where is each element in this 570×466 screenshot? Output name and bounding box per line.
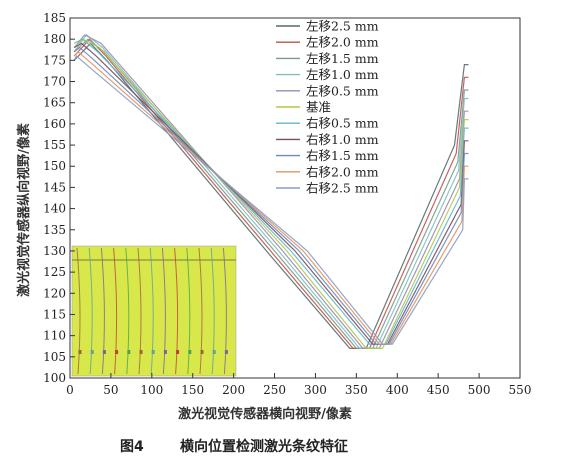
x-axis: 0 50 100 150 200 250 300 350 400 450 500 550 (66, 373, 531, 397)
legend-label: 左移1.0 mm (306, 67, 379, 82)
inset-marker (200, 350, 204, 354)
series-line (73, 55, 469, 345)
inset-marker (163, 350, 167, 354)
inset-marker (127, 350, 131, 354)
inset-marker (90, 350, 94, 354)
y-axis: 100 105 110 115 120 125 130 135 140 145 150 155 160 1… (43, 11, 75, 385)
y-tick-label: 160 (43, 117, 66, 131)
y-axis-title: 激光视觉传感器纵向视野/像素 (16, 123, 32, 297)
x-tick-label: 400 (386, 383, 409, 397)
inset-marker (212, 350, 216, 354)
x-tick-label: 50 (103, 383, 118, 397)
legend-label: 基准 (306, 100, 331, 115)
x-axis-title: 激光视觉传感器横向视野/像素 (178, 406, 352, 422)
series-line (73, 42, 469, 345)
inset-stripe (210, 247, 215, 375)
y-tick-label: 135 (43, 223, 66, 237)
inset-marker (78, 350, 82, 354)
figure-caption-label: 图4 (120, 439, 144, 455)
y-tick-label: 140 (43, 202, 66, 216)
inset-stripe (222, 247, 227, 375)
x-tick-label: 550 (509, 383, 532, 397)
y-tick-label: 100 (43, 371, 66, 385)
inset-stripe (113, 247, 118, 375)
y-tick-label: 105 (43, 350, 66, 364)
inset-marker (224, 350, 228, 354)
inset-stripe (149, 247, 154, 375)
inset-stripe (161, 247, 166, 375)
x-tick-label: 0 (66, 383, 74, 397)
inset-stripe (125, 247, 130, 375)
inset-marker (188, 350, 192, 354)
inset-marker (139, 350, 143, 354)
inset-stripe (137, 247, 142, 375)
series-layer (73, 34, 469, 349)
legend-label: 左移1.5 mm (306, 51, 379, 66)
y-tick-label: 150 (43, 159, 66, 173)
legend-label: 右移0.5 mm (306, 116, 379, 131)
legend-label: 左移2.5 mm (306, 19, 379, 34)
inset-marker (115, 350, 119, 354)
x-tick-label: 350 (345, 383, 368, 397)
inset-marker (176, 350, 180, 354)
y-tick-label: 180 (43, 32, 66, 46)
inset-stripe (198, 247, 203, 375)
y-tick-label: 120 (43, 286, 66, 300)
series-line (73, 46, 469, 345)
y-tick-label: 110 (43, 329, 66, 343)
x-tick-label: 300 (304, 383, 327, 397)
legend-label: 左移0.5 mm (306, 83, 379, 98)
series-line (73, 38, 469, 345)
inset-stripe (174, 247, 179, 375)
legend-label: 右移1.0 mm (306, 132, 379, 147)
y-tick-label: 145 (43, 180, 66, 194)
y-tick-label: 130 (43, 244, 66, 258)
series-line (73, 34, 469, 349)
y-tick-label: 125 (43, 265, 66, 279)
figure-caption-text: 横向位置检测激光条纹特征 (180, 438, 348, 455)
series-line (73, 38, 469, 349)
x-tick-label: 200 (222, 383, 245, 397)
inset-background (71, 245, 237, 377)
inset-laser-image (71, 245, 237, 377)
inset-stripe (88, 247, 93, 375)
x-tick-label: 450 (427, 383, 450, 397)
inset-marker (102, 350, 106, 354)
x-tick-label: 500 (468, 383, 491, 397)
legend-label: 左移2.0 mm (306, 35, 379, 50)
y-tick-label: 175 (43, 53, 66, 67)
x-tick-label: 100 (140, 383, 163, 397)
y-tick-label: 185 (43, 11, 66, 25)
series-line (73, 42, 469, 349)
x-tick-label: 250 (263, 383, 286, 397)
inset-stripe (100, 247, 105, 375)
legend-label: 右移2.5 mm (306, 181, 379, 196)
plot-frame (69, 17, 521, 379)
legend-label: 右移1.5 mm (306, 148, 379, 163)
y-tick-label: 115 (43, 307, 66, 321)
y-tick-label: 165 (43, 96, 66, 110)
inset-stripe (186, 247, 191, 375)
legend-label: 右移2.0 mm (306, 164, 379, 179)
y-tick-label: 170 (43, 75, 66, 89)
inset-marker (151, 350, 155, 354)
x-tick-label: 150 (181, 383, 204, 397)
inset-stripe (76, 247, 81, 375)
series-line (73, 38, 469, 349)
series-line (73, 51, 469, 345)
y-tick-label: 155 (43, 138, 66, 152)
